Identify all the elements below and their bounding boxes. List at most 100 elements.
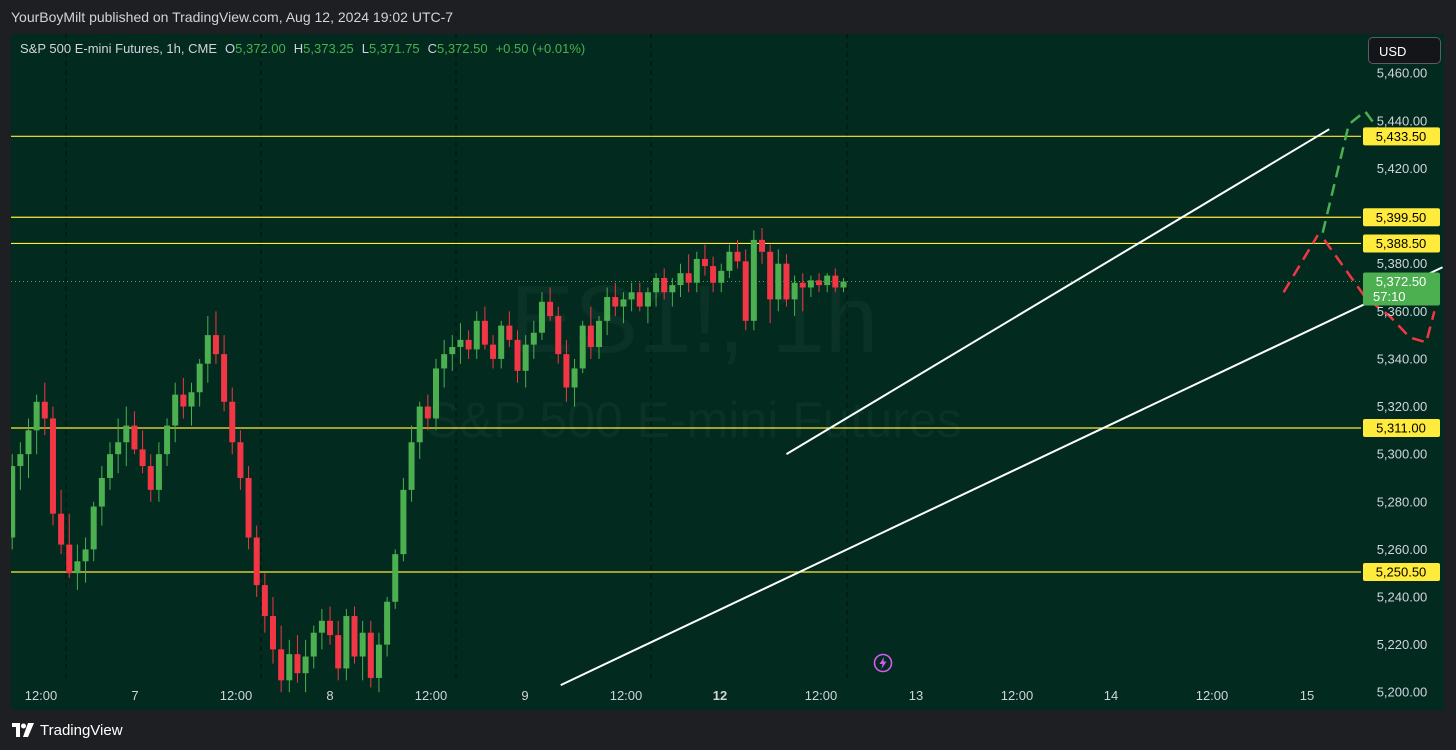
- level-label-box: [1363, 418, 1440, 437]
- time-axis[interactable]: 12:00 7 12:00 8 12:00 9 12:00 12 12:00 13 12:00 14 1…: [25, 688, 1315, 703]
- candle-body: [17, 454, 24, 467]
- projection-paths[interactable]: [1282, 109, 1436, 344]
- candle-down: [783, 254, 790, 307]
- candle-body: [538, 301, 545, 333]
- candle-body: [400, 489, 407, 555]
- candle-body: [367, 632, 374, 678]
- candle-body: [628, 292, 635, 300]
- candle-body: [677, 273, 684, 286]
- candle-up: [123, 406, 130, 467]
- price-tick-label: 5,340.00: [1377, 351, 1428, 366]
- candle-up: [620, 292, 627, 324]
- candle-up: [807, 275, 814, 298]
- candle-body: [693, 258, 700, 283]
- candle-body: [123, 425, 130, 443]
- candle-up: [82, 537, 89, 583]
- candle-body: [791, 282, 798, 300]
- price-tick-label: 5,320.00: [1377, 399, 1428, 414]
- bar-countdown-label: 57:10: [1373, 289, 1406, 304]
- candle-down: [506, 311, 513, 348]
- price-axis[interactable]: 5,200.00 5,220.00 5,240.00 5,260.00 5,280.00…: [1363, 66, 1440, 700]
- candle-up: [318, 608, 325, 650]
- candle-up: [726, 244, 733, 278]
- lightning-alert-icon[interactable]: [873, 653, 893, 673]
- candle-body: [775, 263, 782, 300]
- candle-down: [278, 625, 285, 693]
- candle-body: [25, 430, 32, 455]
- projection-red-up-path[interactable]: [1282, 234, 1319, 293]
- price-tick-label: 5,300.00: [1377, 447, 1428, 462]
- candle-down: [701, 244, 708, 276]
- candle-body: [302, 656, 309, 674]
- ohlc-legend: S&P 500 E-mini Futures, 1h, CME O 5,372.0…: [20, 41, 585, 56]
- candle-down: [221, 335, 228, 412]
- candle-down: [424, 394, 431, 431]
- time-tick-label: 7: [131, 688, 138, 703]
- candle-body: [74, 561, 81, 574]
- candle-up: [416, 401, 423, 459]
- candle-body: [335, 635, 342, 669]
- candle-down: [351, 606, 358, 664]
- candle-body: [734, 251, 741, 262]
- price-tick-label: 5,200.00: [1377, 685, 1428, 700]
- candle-down: [759, 227, 765, 264]
- candle-up: [718, 263, 725, 293]
- candle-body: [41, 401, 48, 419]
- candle-up: [840, 277, 847, 293]
- trendline[interactable]: [785, 128, 1330, 456]
- candle-up: [98, 466, 105, 526]
- top-bar: YourBoyMilt published on TradingView.com…: [0, 0, 1456, 34]
- candle-down: [563, 339, 570, 402]
- candle-body: [245, 477, 252, 538]
- candle-body: [579, 325, 586, 369]
- candle-down: [767, 244, 774, 324]
- watermark-name: S&P 500 E-mini Futures: [426, 392, 961, 448]
- candle-body: [147, 466, 154, 490]
- candle-down: [710, 256, 717, 293]
- candle-up: [188, 382, 195, 426]
- price-tick-label: 5,440.00: [1377, 113, 1428, 128]
- candle-body: [816, 280, 823, 286]
- candle-body: [212, 335, 219, 355]
- level-label-box: [1363, 563, 1440, 582]
- projection-red-down-path[interactable]: [1323, 239, 1436, 344]
- legend-open: 5,372.00: [235, 41, 286, 56]
- price-tick-label: 5,260.00: [1377, 542, 1428, 557]
- candle-body: [318, 620, 325, 633]
- time-tick-label: 12:00: [805, 688, 838, 703]
- candle-up: [17, 442, 24, 490]
- candle-up: [359, 620, 366, 681]
- candle-up: [107, 442, 113, 490]
- candle-body: [408, 442, 415, 490]
- time-tick-label: 12:00: [415, 688, 448, 703]
- candle-body: [832, 275, 839, 288]
- currency-button[interactable]: USD: [1368, 37, 1441, 64]
- projection-green-path[interactable]: [1321, 109, 1379, 233]
- candle-up: [286, 639, 293, 693]
- candle-body: [490, 344, 497, 359]
- legend-change: +0.50 (+0.01%): [495, 41, 586, 56]
- candle-body: [441, 354, 448, 369]
- candle-body: [433, 368, 439, 419]
- legend-high: 5,373.25: [303, 41, 354, 56]
- candle-down: [147, 454, 154, 502]
- candle-body: [204, 335, 211, 364]
- candle-down: [661, 268, 668, 300]
- chart-canvas[interactable]: ES1!, 1h S&P 500 E-mini Futures 5,200.00…: [11, 34, 1444, 710]
- level-label: 5,250.50: [1376, 565, 1427, 580]
- candle-down: [294, 635, 301, 683]
- candle-up: [33, 394, 40, 455]
- candle-body: [164, 425, 171, 455]
- candle-body: [506, 325, 513, 340]
- candle-down: [816, 273, 823, 293]
- legend-close: 5,372.50: [436, 41, 488, 56]
- trendline[interactable]: [560, 266, 1443, 686]
- candle-down: [245, 466, 252, 550]
- candle-body: [644, 292, 651, 307]
- tradingview-logo[interactable]: TradingView: [12, 720, 123, 740]
- candle-body: [327, 620, 334, 636]
- level-label: 5,388.50: [1376, 236, 1427, 251]
- trendlines[interactable]: [560, 128, 1443, 686]
- candle-body: [669, 285, 676, 293]
- candle-body: [196, 363, 203, 393]
